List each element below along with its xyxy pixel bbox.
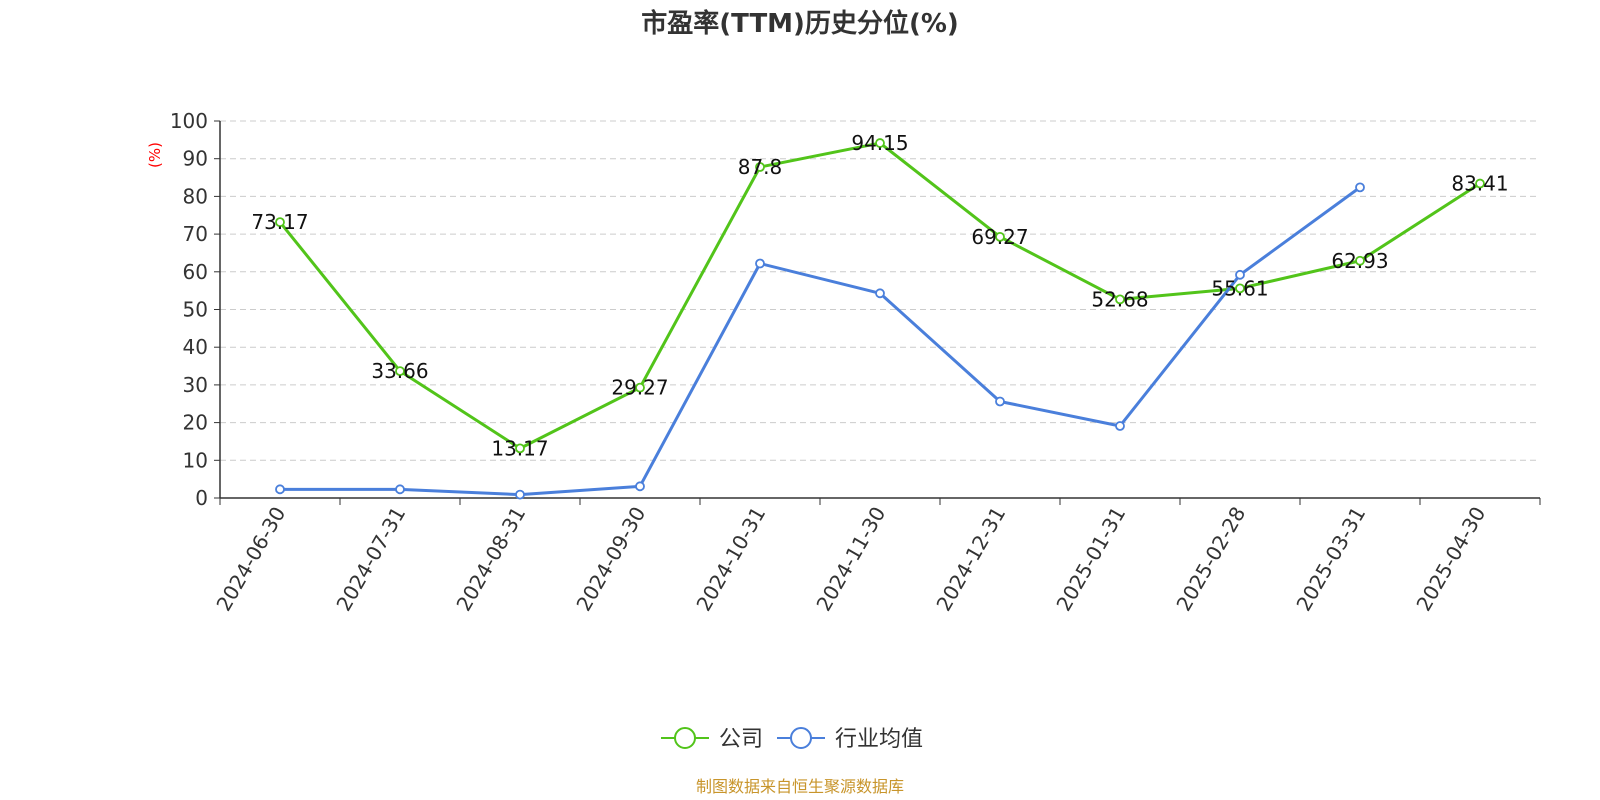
data-label: 33.66 <box>371 359 428 383</box>
grid-lines <box>220 120 1540 461</box>
y-tick-label: 60 <box>183 260 208 284</box>
source-note: 制图数据来自恒生聚源数据库 <box>696 777 904 796</box>
data-point[interactable] <box>755 162 765 172</box>
legend-item-0[interactable]: 公司 <box>661 727 763 752</box>
data-point[interactable] <box>275 217 285 228</box>
data-point[interactable] <box>635 382 645 393</box>
data-point[interactable] <box>395 366 405 377</box>
data-label: 55.61 <box>1211 276 1268 300</box>
data-point[interactable] <box>1235 269 1245 280</box>
y-tick-label: 30 <box>183 373 208 397</box>
y-axis-unit-label: (%) <box>146 142 164 168</box>
y-tick-label: 50 <box>183 298 208 322</box>
data-label: 29.27 <box>611 376 668 400</box>
legend-label: 行业均值 <box>835 727 923 752</box>
x-tick-label: 2024-06-30 <box>211 503 290 616</box>
data-point[interactable] <box>635 481 645 492</box>
data-labels: 73.17 33.66 13.17 29.27 87.8 94.15 69.27 52.68 5… <box>251 131 1508 460</box>
data-point[interactable] <box>875 138 885 148</box>
x-tick-label: 2025-02-28 <box>1171 503 1250 616</box>
data-label: 52.68 <box>1091 287 1148 311</box>
data-label: 13.17 <box>491 436 548 460</box>
x-tick-label: 2024-12-31 <box>931 503 1010 616</box>
data-point[interactable] <box>1355 182 1365 193</box>
data-point[interactable] <box>1475 178 1485 189</box>
legend-marker <box>790 727 812 749</box>
data-label: 83.41 <box>1451 172 1508 196</box>
y-tick-label: 70 <box>183 222 208 246</box>
x-tick-label: 2025-04-30 <box>1411 503 1490 616</box>
data-label: 87.8 <box>738 155 783 179</box>
data-point[interactable] <box>875 288 885 299</box>
legend-marker <box>674 727 696 749</box>
data-point[interactable] <box>395 484 405 495</box>
data-point[interactable] <box>1235 283 1245 294</box>
data-point[interactable] <box>755 258 765 269</box>
series-points <box>275 138 1485 500</box>
legend-label: 公司 <box>719 727 763 752</box>
y-tick-label: 40 <box>183 335 208 359</box>
data-point[interactable] <box>515 489 525 500</box>
y-tick-label: 80 <box>183 184 208 208</box>
y-tick-label: 90 <box>183 147 208 171</box>
data-point[interactable] <box>995 231 1005 242</box>
y-tick-label: 100 <box>170 109 208 133</box>
data-point[interactable] <box>1115 294 1125 305</box>
legend[interactable]: 公司 行业均值 <box>661 727 923 752</box>
y-tick-label: 20 <box>183 411 208 435</box>
data-label: 62.93 <box>1331 249 1388 273</box>
chart-title: 市盈率(TTM)历史分位(%) <box>641 8 959 39</box>
data-point[interactable] <box>515 443 525 454</box>
y-tick-label: 10 <box>183 448 208 472</box>
x-tick-label: 2024-11-30 <box>811 503 890 616</box>
x-tick-label: 2025-01-31 <box>1051 503 1130 616</box>
x-tick-label: 2025-03-31 <box>1291 503 1370 616</box>
data-point[interactable] <box>995 396 1005 407</box>
x-tick-label: 2024-08-31 <box>451 503 530 616</box>
y-tick-label: 0 <box>195 486 208 510</box>
series-lines <box>278 141 1481 497</box>
series-line-1 <box>280 186 1361 497</box>
data-point[interactable] <box>275 484 285 495</box>
data-point[interactable] <box>1355 255 1365 266</box>
data-label: 73.17 <box>251 210 308 234</box>
x-tick-label: 2024-10-31 <box>691 503 770 616</box>
data-label: 69.27 <box>971 225 1028 249</box>
x-tick-label: 2024-07-31 <box>331 503 410 616</box>
data-label: 94.15 <box>851 131 908 155</box>
data-point[interactable] <box>1115 421 1125 431</box>
legend-item-1[interactable]: 行业均值 <box>777 727 923 752</box>
x-tick-label: 2024-09-30 <box>571 503 650 616</box>
